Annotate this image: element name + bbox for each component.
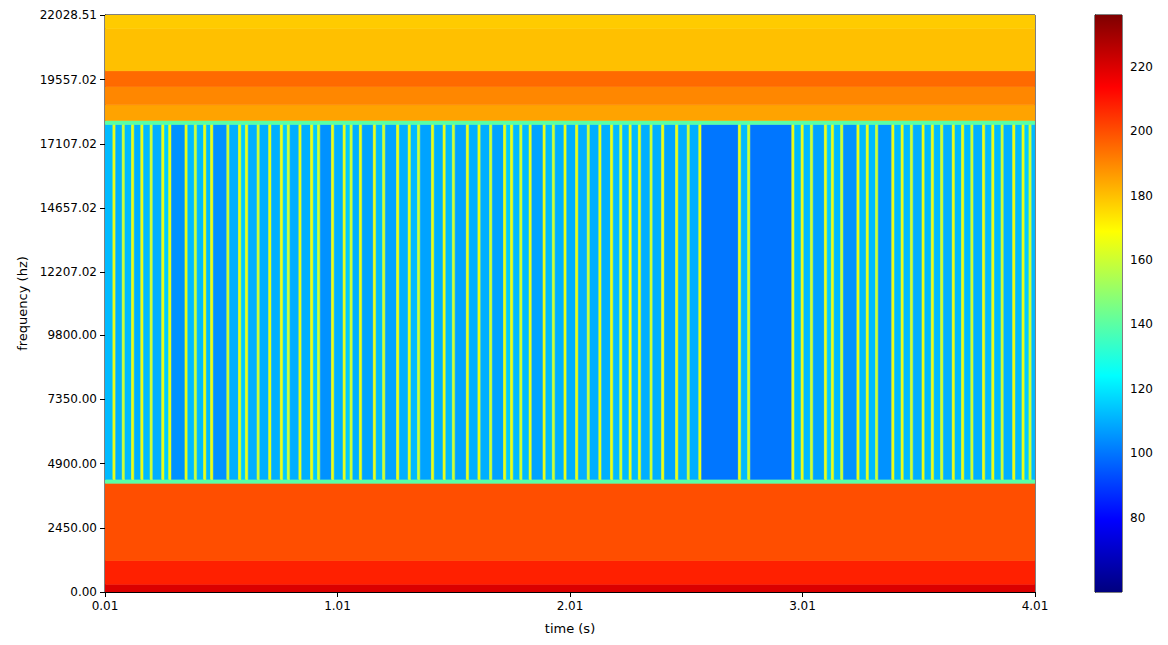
- svg-text:9800.00: 9800.00: [47, 328, 97, 342]
- svg-text:2.01: 2.01: [557, 599, 584, 613]
- svg-text:80: 80: [1130, 511, 1145, 525]
- svg-text:4.01: 4.01: [1022, 599, 1049, 613]
- svg-text:22028.51: 22028.51: [40, 8, 97, 22]
- svg-text:140: 140: [1130, 317, 1153, 331]
- svg-text:14657.02: 14657.02: [40, 201, 97, 215]
- svg-text:0.01: 0.01: [92, 599, 119, 613]
- svg-text:17107.02: 17107.02: [40, 137, 97, 151]
- svg-text:4900.00: 4900.00: [47, 457, 97, 471]
- svg-text:160: 160: [1130, 253, 1153, 267]
- svg-text:19557.02: 19557.02: [40, 73, 97, 87]
- svg-text:frequency (hz): frequency (hz): [15, 256, 30, 351]
- svg-text:1.01: 1.01: [324, 599, 351, 613]
- svg-text:200: 200: [1130, 124, 1153, 138]
- svg-text:3.01: 3.01: [789, 599, 816, 613]
- svg-text:2450.00: 2450.00: [47, 521, 97, 535]
- svg-text:0.00: 0.00: [70, 585, 97, 599]
- svg-text:180: 180: [1130, 189, 1153, 203]
- svg-text:time (s): time (s): [545, 621, 595, 636]
- svg-text:100: 100: [1130, 446, 1153, 460]
- svg-text:12207.02: 12207.02: [40, 265, 97, 279]
- svg-text:220: 220: [1130, 60, 1153, 74]
- svg-text:7350.00: 7350.00: [47, 392, 97, 406]
- svg-text:120: 120: [1130, 382, 1153, 396]
